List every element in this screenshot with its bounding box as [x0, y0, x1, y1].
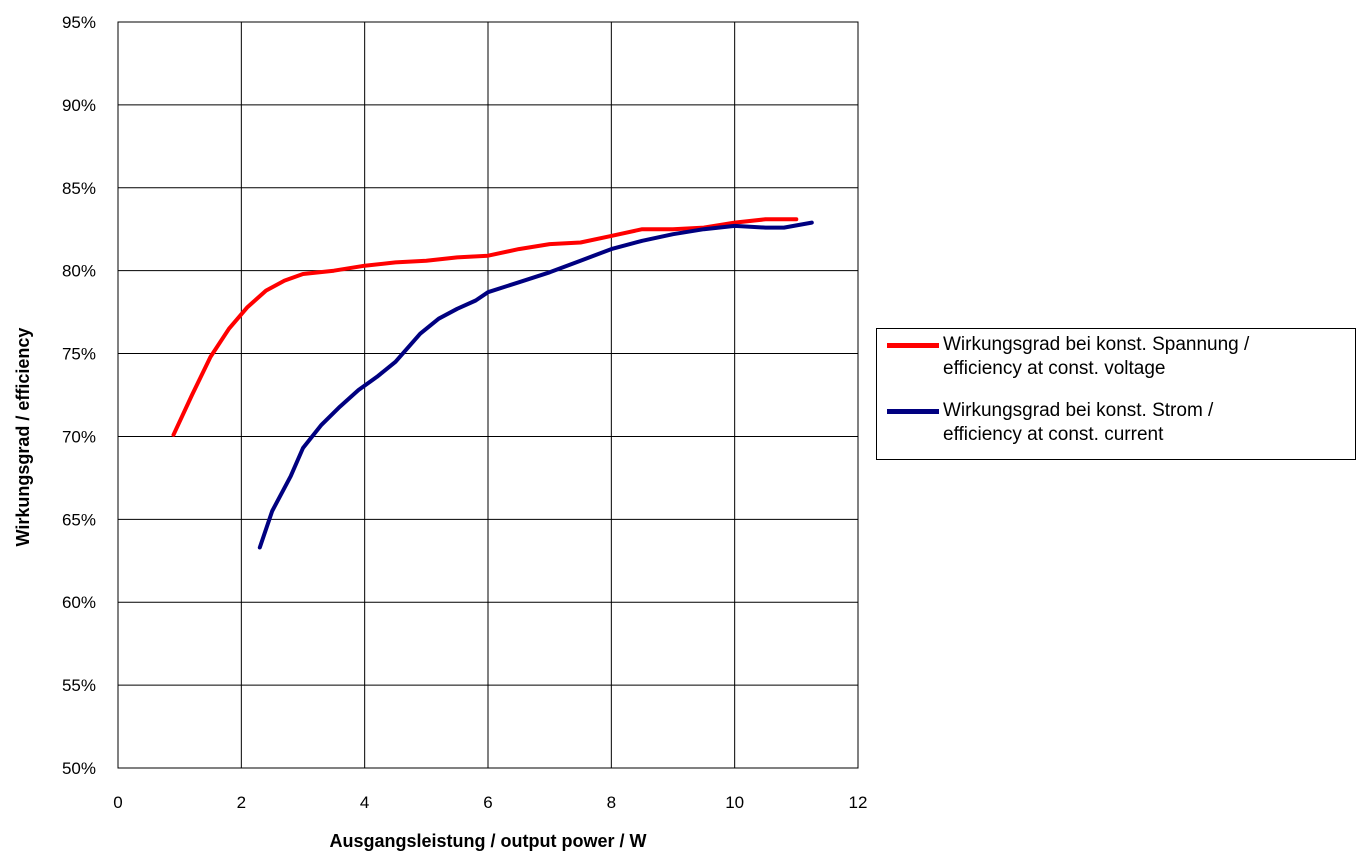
y-tick-label: 90% [62, 96, 96, 115]
y-tick-label: 50% [62, 759, 96, 778]
y-tick-label: 65% [62, 510, 96, 529]
legend-item-voltage: Wirkungsgrad bei konst. Spannung / effic… [887, 333, 1249, 381]
y-tick-label: 55% [62, 676, 96, 695]
gridlines [117, 21, 859, 769]
y-tick-label: 80% [62, 262, 96, 281]
legend-swatch-current [887, 409, 939, 414]
legend-label-voltage-line2: efficiency at const. voltage [943, 358, 1166, 379]
y-tick-label: 70% [62, 427, 96, 446]
y-axis-title: Wirkungsgrad / efficiency [13, 328, 33, 547]
series-layer [171, 217, 814, 550]
legend-swatch-voltage [887, 343, 939, 348]
y-tick-label: 60% [62, 593, 96, 612]
legend: Wirkungsgrad bei konst. Spannung / effic… [876, 328, 1356, 460]
x-tick-label: 12 [849, 793, 868, 812]
y-tick-label: 95% [62, 13, 96, 32]
x-axis-title: Ausgangsleistung / output power / W [330, 831, 647, 851]
plot-area-frame [117, 21, 859, 769]
legend-label-voltage-line1: Wirkungsgrad bei konst. Spannung / [943, 334, 1250, 355]
series-line-const-current [257, 220, 814, 550]
x-axis-tick-labels: 0 2 4 6 8 10 12 [113, 793, 867, 812]
x-tick-label: 4 [360, 793, 369, 812]
legend-item-current: Wirkungsgrad bei konst. Strom / efficien… [887, 399, 1213, 447]
y-axis-tick-labels: 50% 55% 60% 65% 70% 75% 80% 85% 90% 95% [62, 13, 96, 778]
x-tick-label: 8 [607, 793, 616, 812]
legend-label-current-line1: Wirkungsgrad bei konst. Strom / [943, 400, 1214, 421]
x-tick-label: 0 [113, 793, 122, 812]
y-tick-label: 75% [62, 345, 96, 364]
legend-label-current-line2: efficiency at const. current [943, 424, 1164, 445]
series-line-const-voltage [171, 217, 799, 437]
x-tick-label: 6 [483, 793, 492, 812]
x-tick-label: 10 [725, 793, 744, 812]
x-tick-label: 2 [237, 793, 246, 812]
y-tick-label: 85% [62, 179, 96, 198]
